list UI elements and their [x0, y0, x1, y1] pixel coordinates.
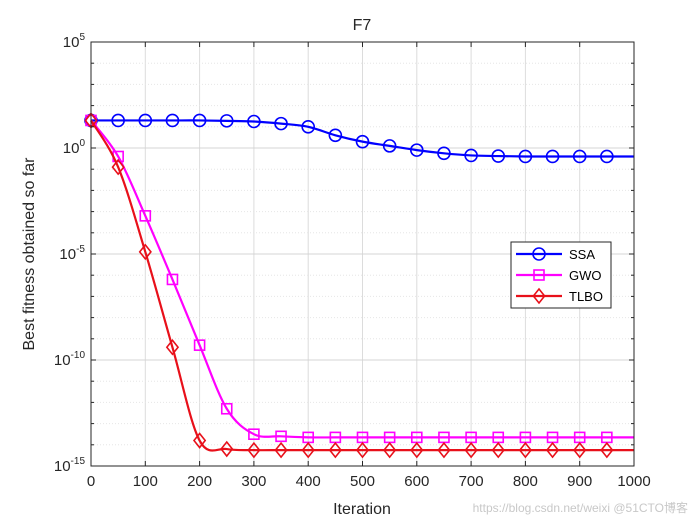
ssa-marker — [247, 114, 261, 129]
ssa-marker — [274, 116, 288, 131]
y-tick-label: 10-15 — [54, 456, 86, 475]
x-tick-label: 100 — [133, 473, 158, 490]
ssa-marker — [545, 149, 560, 164]
y-axis-label: Best fitness obtained so far — [21, 157, 38, 351]
tlbo-marker — [355, 441, 370, 459]
ssa-marker — [192, 113, 207, 128]
tlbo-marker — [600, 441, 614, 459]
ssa-marker — [138, 113, 153, 128]
series-line-ssa — [90, 119, 634, 158]
tlbo-marker — [464, 441, 478, 459]
legend-label: SSA — [569, 247, 595, 262]
y-tick-power: -10 — [71, 350, 86, 361]
tlbo-marker — [328, 441, 342, 459]
x-tick-label: 300 — [241, 473, 266, 490]
tlbo-marker — [220, 440, 234, 458]
y-tick-base: 10 — [63, 34, 80, 51]
tlbo-marker — [111, 158, 125, 176]
ssa-marker — [518, 149, 533, 164]
x-tick-label: 600 — [404, 473, 429, 490]
legend-item-ssa: SSA — [516, 247, 595, 262]
gwo-marker — [193, 339, 206, 351]
ssa-marker — [491, 149, 506, 163]
watermark: https://blog.csdn.net/weixi @51CTO博客 — [473, 500, 688, 515]
ssa-marker — [464, 148, 478, 163]
tlbo-marker — [518, 441, 533, 459]
ssa-marker — [437, 146, 451, 161]
y-tick-power: 0 — [79, 138, 85, 149]
series-line-tlbo — [90, 119, 634, 452]
ssa-marker — [572, 149, 587, 164]
x-tick-labels: 0 100 200 300 400 500 600 700 800 900 1000 — [87, 473, 651, 490]
ssa-marker — [219, 114, 234, 128]
tlbo-marker — [437, 441, 451, 459]
chart-title: F7 — [353, 17, 372, 34]
tlbo-marker — [410, 441, 424, 459]
tlbo-marker — [383, 441, 397, 459]
legend-item-tlbo: TLBO — [516, 287, 603, 305]
ssa-marker — [355, 134, 370, 149]
tlbo-marker — [165, 338, 180, 356]
gwo-marker — [248, 428, 260, 441]
legend-marker — [533, 269, 545, 281]
series-line-gwo — [90, 119, 634, 439]
tlbo-marker — [491, 441, 505, 459]
legend-marker — [532, 247, 546, 261]
ssa-marker — [600, 149, 614, 164]
y-tick-power: 5 — [79, 32, 85, 43]
legend-marker — [532, 287, 546, 305]
tlbo-marker — [247, 441, 261, 459]
gwo-marker — [275, 430, 287, 443]
x-tick-label: 400 — [296, 473, 321, 490]
tlbo-marker — [573, 441, 587, 459]
x-tick-label: 500 — [350, 473, 375, 490]
y-tick-label: 10-5 — [59, 244, 85, 263]
tlbo-marker — [545, 441, 560, 459]
y-tick-base: 10 — [59, 246, 76, 263]
legend: SSA GWO TLBO — [510, 241, 612, 309]
y-tick-base: 10 — [63, 140, 80, 157]
series-layer — [84, 112, 634, 459]
y-tick-label: 105 — [63, 32, 86, 51]
x-tick-label: 900 — [567, 473, 592, 490]
gwo-marker — [166, 273, 179, 286]
y-tick-base: 10 — [54, 458, 71, 475]
gwo-marker — [139, 210, 152, 222]
y-tick-base: 10 — [54, 352, 71, 369]
tlbo-marker — [301, 441, 315, 459]
y-tick-label: 10-10 — [54, 350, 86, 369]
y-tick-power: -5 — [76, 244, 85, 255]
x-tick-label: 0 — [87, 473, 95, 490]
y-tick-label: 100 — [63, 138, 86, 157]
ssa-marker — [382, 139, 397, 153]
x-tick-label: 1000 — [617, 473, 650, 490]
ssa-marker — [301, 120, 316, 134]
x-tick-label: 200 — [187, 473, 212, 490]
y-tick-power: -15 — [71, 456, 86, 467]
tlbo-marker — [192, 432, 207, 449]
legend-item-gwo: GWO — [516, 268, 602, 283]
gwo-marker — [220, 402, 233, 415]
tlbo-marker — [274, 441, 288, 459]
ssa-marker — [111, 113, 125, 128]
ssa-marker — [409, 143, 424, 157]
legend-label: GWO — [569, 268, 602, 283]
x-axis-label: Iteration — [333, 501, 391, 518]
x-tick-label: 700 — [459, 473, 484, 490]
x-tick-label: 800 — [513, 473, 538, 490]
ticks — [90, 41, 635, 467]
ssa-marker — [165, 113, 180, 128]
legend-label: TLBO — [569, 289, 603, 304]
ssa-marker — [328, 128, 343, 143]
tlbo-marker — [138, 243, 152, 261]
